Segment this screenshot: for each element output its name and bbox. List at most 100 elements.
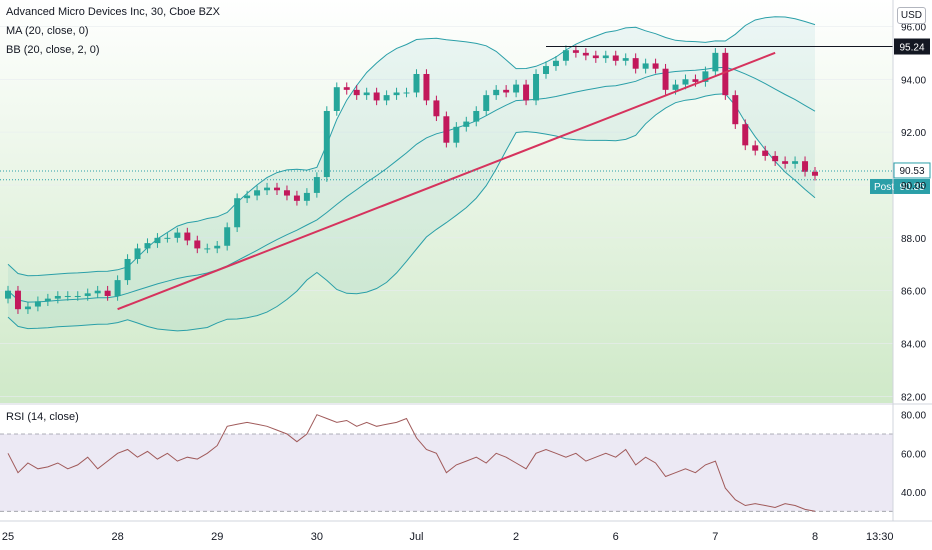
candle-body bbox=[64, 295, 71, 297]
candle bbox=[513, 79, 520, 98]
candle bbox=[353, 85, 360, 100]
candle bbox=[64, 291, 71, 301]
candle bbox=[413, 69, 420, 98]
candle bbox=[632, 53, 639, 74]
candle bbox=[14, 285, 21, 314]
candle bbox=[533, 69, 540, 106]
candle-body bbox=[204, 248, 211, 250]
time-tick-label: 25 bbox=[2, 531, 14, 543]
candle bbox=[602, 50, 609, 63]
rsi-tick-label: 80.00 bbox=[901, 411, 926, 422]
candle bbox=[642, 58, 649, 74]
candle bbox=[792, 156, 799, 169]
candle bbox=[423, 69, 430, 106]
candle bbox=[244, 190, 251, 203]
candle bbox=[592, 50, 599, 63]
main-pane-background bbox=[0, 0, 893, 403]
candle bbox=[622, 53, 629, 66]
candle bbox=[274, 182, 280, 196]
candle bbox=[742, 119, 749, 151]
candle bbox=[393, 87, 400, 100]
candle-body bbox=[632, 58, 639, 69]
candle-body bbox=[244, 195, 251, 199]
candle-body bbox=[562, 50, 569, 61]
candle-body bbox=[473, 110, 480, 122]
candle bbox=[234, 193, 241, 233]
candle-body bbox=[104, 290, 111, 296]
candle-body bbox=[463, 121, 470, 127]
candle-body bbox=[34, 301, 41, 307]
candle bbox=[313, 172, 320, 198]
candle-body bbox=[533, 73, 540, 101]
candle bbox=[104, 285, 111, 301]
candle bbox=[124, 254, 131, 285]
candle-body bbox=[234, 198, 241, 228]
candle bbox=[552, 56, 559, 71]
candle bbox=[383, 90, 390, 106]
candle-body bbox=[612, 55, 619, 61]
candle-body bbox=[94, 290, 101, 294]
candle bbox=[373, 87, 380, 106]
post-price-label: 90.35 bbox=[899, 182, 924, 193]
candle bbox=[523, 79, 530, 106]
price-tick-label: 90.00 bbox=[901, 181, 926, 192]
candle-body bbox=[224, 227, 231, 246]
price-tick-label: 88.00 bbox=[901, 234, 926, 245]
candle-body bbox=[303, 192, 310, 201]
candle-body bbox=[483, 95, 490, 111]
candle-body bbox=[453, 126, 460, 143]
candle bbox=[503, 85, 510, 98]
candle bbox=[493, 85, 500, 100]
candle-body bbox=[722, 52, 729, 96]
candle bbox=[214, 241, 221, 254]
candle bbox=[293, 190, 300, 206]
last-price-label: 90.53 bbox=[899, 166, 924, 177]
time-axis[interactable]: 25 28 29 30 Jul 2 6 7 8 13:30 bbox=[0, 520, 932, 543]
candle-body bbox=[672, 84, 679, 90]
candle-body bbox=[194, 240, 201, 249]
time-tick-label: 30 bbox=[311, 531, 323, 543]
candle-body bbox=[154, 237, 161, 244]
currency-button[interactable]: USD bbox=[896, 7, 926, 24]
trendline bbox=[117, 51, 776, 311]
candle bbox=[24, 301, 31, 314]
price-axis[interactable]: 96.00 94.00 92.00 90.00 88.00 86.00 84.00 82.00… bbox=[0, 0, 932, 521]
candle bbox=[562, 45, 569, 66]
candle-body bbox=[712, 52, 719, 72]
candle bbox=[174, 227, 181, 243]
candle bbox=[752, 140, 759, 156]
candle-body bbox=[54, 295, 61, 299]
candle bbox=[343, 82, 350, 95]
candle bbox=[54, 291, 61, 304]
rsi-tick-label: 60.00 bbox=[901, 449, 926, 460]
ma-indicator-label[interactable]: MA (20, close, 0) bbox=[6, 25, 89, 37]
candle bbox=[264, 182, 271, 196]
candle-body bbox=[572, 50, 579, 53]
candle bbox=[702, 66, 709, 87]
candle bbox=[453, 122, 460, 148]
price-tick-label: 94.00 bbox=[901, 75, 926, 86]
candle-body bbox=[14, 290, 21, 310]
candle-body bbox=[293, 195, 300, 201]
candle bbox=[802, 156, 809, 177]
bb-indicator-label[interactable]: BB (20, close, 2, 0) bbox=[6, 44, 100, 56]
rsi-indicator-label[interactable]: RSI (14, close) bbox=[6, 411, 79, 423]
candle bbox=[224, 222, 231, 251]
candle bbox=[114, 275, 121, 301]
candle bbox=[323, 106, 330, 182]
candle bbox=[782, 156, 789, 169]
symbol-title[interactable]: Advanced Micro Devices Inc, 30, Cboe BZX bbox=[6, 6, 220, 18]
candles bbox=[5, 45, 818, 314]
price-tick-label: 86.00 bbox=[901, 287, 926, 298]
candle-body bbox=[782, 161, 789, 164]
candle-body bbox=[812, 171, 818, 176]
candle-body bbox=[24, 306, 31, 310]
overlays: 95.24 90.53 Post 90.35 bbox=[0, 38, 931, 311]
candle-body bbox=[802, 161, 809, 172]
candle bbox=[652, 58, 659, 74]
candle bbox=[712, 48, 719, 77]
candle-body bbox=[543, 66, 549, 74]
candle bbox=[732, 90, 739, 129]
time-tick-label: 28 bbox=[111, 531, 123, 543]
